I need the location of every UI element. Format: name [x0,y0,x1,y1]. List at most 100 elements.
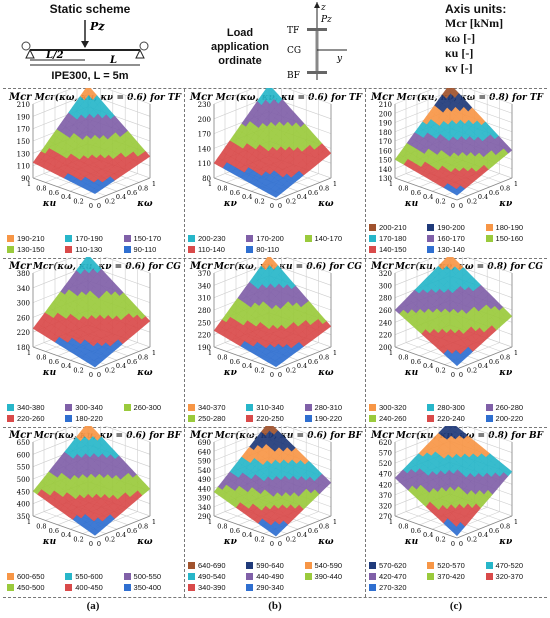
axis-edge [213,177,277,201]
grid-line [213,428,270,452]
grid-line [32,426,74,443]
axis-units-title: Axis units: [445,2,507,16]
grid-divider-v1 [184,89,185,597]
grid-line [394,90,451,114]
grid-divider-h2 [3,427,547,428]
legend-label: 370-420 [437,572,465,581]
load-arrow-head-icon [81,41,89,48]
legend-label: 220-240 [437,414,465,423]
x-tick-label: 0.2 [73,536,83,544]
z-tick-label: 200 [379,344,392,352]
x-axis-title: κu [404,199,419,209]
legend-swatch [369,246,376,253]
surface-cell [90,528,100,536]
y-tick-label: 0.2 [467,536,477,544]
z-tick-label: 590 [198,458,211,466]
legend-label: 180-220 [75,414,103,423]
legend-item: 500-550 [123,572,182,581]
legend-item: 170-180 [369,234,427,243]
legend-swatch [188,235,195,242]
grid-line [213,426,255,443]
i-section-diagram: z Pz y TF CG BF [287,2,347,81]
legend-item: 180-220 [65,414,123,423]
legend-swatch [65,573,73,580]
z-tick-label: 280 [198,307,211,315]
legend-swatch [246,562,254,569]
legend-swatch [65,415,73,422]
x-axis-title: κu [42,199,57,209]
legend-item: 200-230 [188,234,246,243]
level-bf-label: BF [287,71,300,81]
y-tick-label: 0.6 [127,358,137,366]
chart-title: Mcr(κω, κν, κu = 0.6) for BF [214,430,363,441]
legend-item: 280-310 [304,403,363,412]
legend-swatch [369,562,376,569]
x-tick-label: 0.8 [217,353,227,361]
legend-label: 130-150 [17,245,45,254]
legend-label: 550-600 [75,572,103,581]
z-axis-title: Mcr [189,261,213,272]
x-tick-label: 1 [389,518,393,526]
legend-item: 340-380 [7,403,65,412]
legend-swatch [123,235,131,242]
z-tick-label: 400 [17,501,30,509]
legend-swatch [123,404,131,411]
z-tick-label: 200 [198,116,211,124]
beam-scheme-diagram: Pz L/2 L [21,20,149,66]
web [315,31,319,71]
span-label: L [109,55,117,66]
z-tick-label: 150 [17,138,30,146]
legend-item: 180-190 [485,223,544,232]
z-tick-label: 90 [21,175,30,183]
chart-title: Mcr(κω, κu, κν = 0.6) for CG [32,261,181,272]
grid-line [394,88,436,105]
y-axis-title: κω [136,537,153,547]
x-tick-label: 0.6 [230,527,240,535]
legend-label: 220-250 [256,414,284,423]
z-tick-label: 130 [17,150,30,158]
legend-swatch [485,404,493,411]
label-a: (a) [86,600,100,612]
grid-line [104,426,151,443]
legend-label: 280-310 [314,403,343,412]
y-tick-label: 0 [459,371,463,379]
legend-swatch [188,246,195,253]
z-tick-label: 570 [379,450,392,458]
x-tick-label: 1 [27,518,31,526]
y-tick-label: 0.4 [116,531,126,539]
legend-label: 190-200 [437,223,465,232]
z-tick-label: 130 [379,175,392,183]
z-tick-label: 380 [17,270,30,278]
x-tick-label: 0 [89,540,93,548]
z-tick-label: 230 [198,101,211,109]
z-tick-label: 240 [379,319,392,327]
z-axis-title: Mcr [8,261,32,272]
x-tick-label: 0.2 [73,198,83,206]
section-load-label: Pz [320,15,332,25]
legend-item: 290-340 [246,583,304,592]
legend-swatch [246,404,254,411]
x-tick-label: 0 [89,202,93,210]
legend-swatch [65,584,73,591]
legend-swatch [485,562,493,569]
legend-swatch [7,415,14,422]
legend-swatch [427,415,435,422]
legend-label: 170-190 [75,234,103,243]
legend-item: 190-220 [304,414,363,423]
unit-row-mcr: Mcr [kNm] [445,16,504,30]
y-axis-title: κν [498,199,513,209]
surface-cell [271,360,281,368]
legend-swatch [188,573,195,580]
legend-label: 520-570 [437,561,465,570]
legend-label: 590-640 [256,561,284,570]
y-tick-label: 0.4 [297,362,307,370]
legend-label: 200-220 [495,414,524,423]
y-tick-label: 0.6 [489,358,499,366]
z-tick-label: 180 [17,344,30,352]
legend-label: 320-370 [495,572,524,581]
legend-item: 440-490 [246,572,304,581]
surface [32,257,151,368]
z-tick-label: 300 [17,300,30,308]
legend-label: 540-590 [314,561,343,570]
legend-item: 490-540 [188,572,246,581]
